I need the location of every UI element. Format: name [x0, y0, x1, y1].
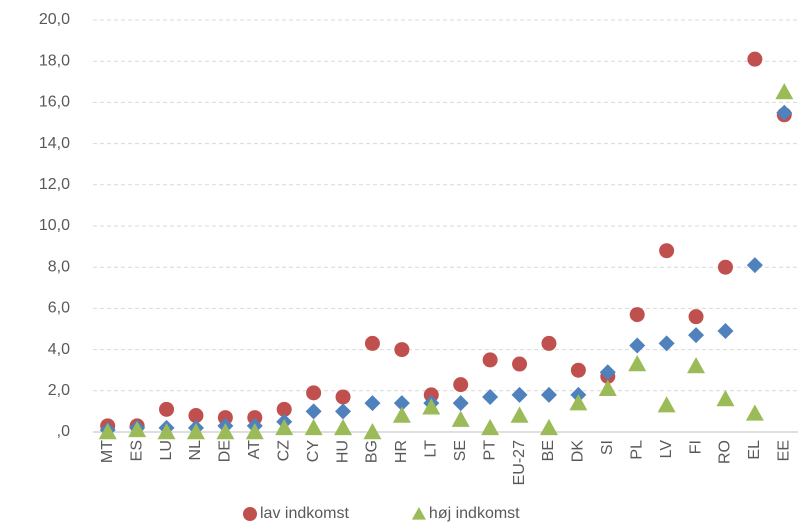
x-tick-label: SI: [599, 440, 616, 455]
point: [453, 377, 469, 393]
point: [540, 386, 557, 403]
point: [305, 403, 322, 420]
y-tick-label: 8,0: [48, 258, 70, 275]
x-tick-label: SE: [452, 440, 469, 461]
x-tick-label: LT: [423, 440, 440, 458]
point: [746, 257, 763, 274]
y-tick-label: 20,0: [39, 11, 70, 28]
point: [539, 418, 558, 436]
point: [745, 404, 764, 421]
point: [216, 423, 235, 440]
x-tick-label: LU: [158, 440, 175, 460]
x-tick-label: FI: [687, 440, 704, 454]
point: [629, 337, 646, 354]
x-tick-label: AT: [246, 440, 263, 459]
point: [98, 423, 117, 440]
point: [392, 406, 411, 423]
point: [276, 401, 292, 417]
point: [687, 357, 706, 374]
legend-marker: [411, 507, 426, 520]
point: [422, 398, 441, 415]
y-tick-label: ,0: [57, 423, 70, 440]
x-tick-label: CY: [305, 440, 322, 463]
x-tick-label: EL: [746, 440, 763, 460]
point: [394, 342, 410, 358]
point: [688, 327, 705, 344]
x-tick-label: ES: [128, 440, 145, 461]
point: [247, 410, 263, 426]
point: [541, 335, 557, 351]
x-tick-label: HR: [393, 440, 410, 463]
legend-label: lav indkomst: [260, 505, 349, 522]
legend-label: høj indkomst: [429, 505, 520, 522]
point: [716, 390, 735, 407]
y-tick-label: 4,0: [48, 341, 70, 358]
point: [511, 386, 528, 403]
x-tick-label: HU: [334, 440, 351, 463]
point: [363, 423, 382, 440]
point: [512, 356, 528, 372]
x-tick-label: EU-27: [511, 440, 528, 485]
point: [393, 395, 410, 412]
point: [451, 410, 470, 427]
point: [245, 423, 264, 440]
x-tick-label: NL: [187, 440, 204, 461]
point: [364, 335, 380, 351]
point: [717, 323, 734, 340]
y-tick-label: 2,0: [48, 382, 70, 399]
point: [306, 385, 322, 401]
x-tick-label: LV: [658, 440, 675, 459]
x-tick-label: PL: [628, 440, 645, 460]
point: [128, 420, 147, 438]
y-tick-label: 12,0: [39, 176, 70, 193]
y-tick-label: 6,0: [48, 300, 70, 317]
point: [364, 395, 381, 412]
point: [657, 396, 676, 413]
point: [659, 243, 675, 259]
point: [717, 259, 733, 275]
x-tick-label: CZ: [275, 440, 292, 462]
point: [569, 394, 588, 411]
point: [599, 364, 616, 381]
point: [275, 418, 294, 436]
x-tick-label: DK: [570, 440, 587, 463]
legend-marker: [243, 507, 257, 521]
point: [570, 362, 586, 378]
y-tick-label: 16,0: [39, 94, 70, 111]
x-tick-label: EE: [776, 440, 793, 461]
point: [335, 403, 352, 420]
point: [688, 309, 704, 325]
point: [598, 379, 617, 396]
x-tick-label: BE: [540, 440, 557, 461]
x-tick-label: DE: [217, 440, 234, 462]
point: [217, 410, 233, 426]
x-tick-label: MT: [99, 440, 116, 463]
point: [628, 355, 647, 372]
point: [304, 418, 323, 436]
point: [335, 389, 351, 405]
x-tick-label: RO: [717, 440, 734, 464]
point: [510, 406, 529, 423]
x-tick-label: PT: [481, 440, 498, 461]
point: [658, 335, 675, 352]
x-tick-label: BG: [364, 440, 381, 463]
point: [188, 408, 204, 424]
point: [747, 51, 763, 67]
point: [423, 387, 439, 403]
point: [186, 423, 205, 440]
y-tick-label: 18,0: [39, 52, 70, 69]
point: [776, 104, 793, 121]
y-tick-label: 10,0: [39, 217, 70, 234]
y-tick-label: 14,0: [39, 135, 70, 152]
point: [482, 352, 498, 368]
point: [482, 388, 499, 405]
point: [775, 83, 794, 100]
point: [481, 418, 500, 436]
point: [629, 307, 645, 323]
point: [159, 401, 175, 417]
point: [157, 423, 176, 440]
point: [452, 395, 469, 412]
point: [334, 418, 353, 436]
